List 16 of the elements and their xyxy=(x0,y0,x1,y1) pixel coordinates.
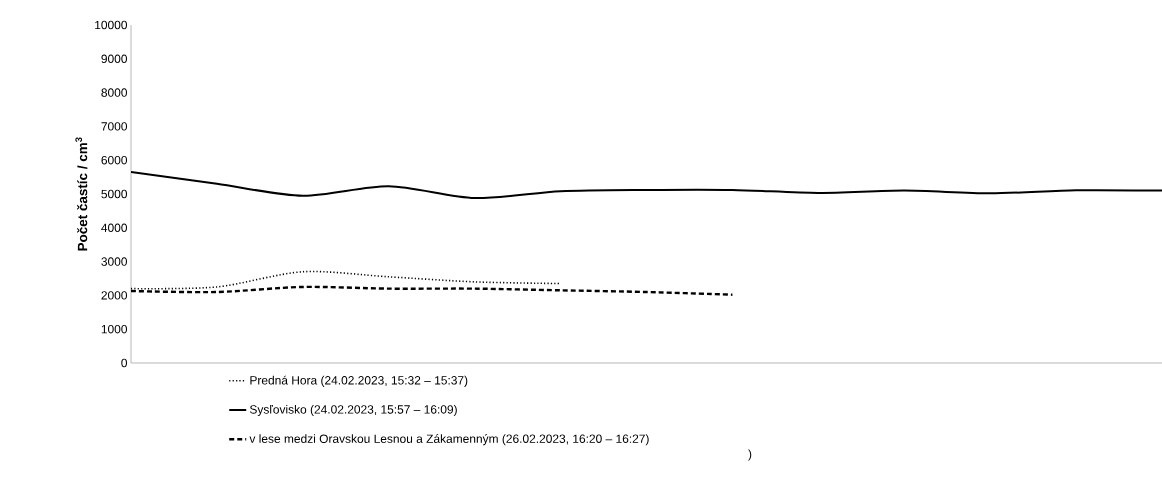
y-axis-title: Počet častíc / cm$^{3}$ xyxy=(75,137,88,251)
y-tick-label: 7000 xyxy=(101,122,128,131)
y-tick-label: 10000 xyxy=(95,20,128,30)
y-tick-label: 5000 xyxy=(101,189,128,199)
y-tick-label: 3000 xyxy=(101,257,128,266)
text: ) xyxy=(748,449,752,461)
legend-label: Predná Hora (24.02.2023, 15:32 – 15:37) xyxy=(250,375,468,387)
y-tick-label: 0 xyxy=(121,358,128,368)
y-tick-label: 1000 xyxy=(101,324,128,334)
legend-label: v lese medzi Oravskou Lesnou a Zákamenným (26.02.2023, 16:20 – 16:27) xyxy=(249,434,649,446)
y-tick-label: 4000 xyxy=(101,223,128,233)
y-tick-label: 9000 xyxy=(101,54,128,64)
y-tick-label: 6000 xyxy=(101,155,128,165)
y-tick-label: 8000 xyxy=(101,88,128,97)
y-tick-label: 2000 xyxy=(101,291,128,300)
legend-label: Sysľovisko (24.02.2023, 15:57 – 16:09) xyxy=(249,404,457,417)
